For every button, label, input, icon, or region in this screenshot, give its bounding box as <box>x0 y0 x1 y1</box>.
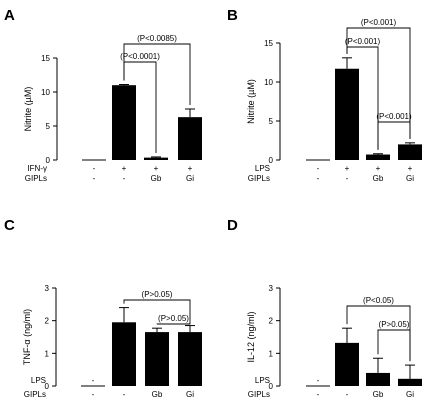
y-tick-label: 10 <box>264 78 273 87</box>
y-tick-label: 0 <box>46 156 51 165</box>
bar <box>335 342 359 386</box>
condition-value: Gb <box>373 390 384 399</box>
condition-row-label: GIPLs <box>248 390 270 399</box>
condition-value: + <box>122 376 127 385</box>
y-tick-label: 1 <box>45 349 50 358</box>
y-axis-label: TNF-α (ng/ml) <box>22 309 32 365</box>
condition-value: + <box>408 376 413 385</box>
panel-label: A <box>4 7 15 24</box>
condition-value: - <box>346 390 349 399</box>
panel-d: D 0 1 2 3 IL-12 (ng/ml) LPS - + + + GIPLs - - Gb Gi (P<0… <box>227 217 422 399</box>
bar <box>335 68 359 160</box>
condition-value: + <box>188 164 193 173</box>
y-tick-label: 3 <box>269 284 274 293</box>
condition-value: Gi <box>186 390 194 399</box>
significance-bracket <box>377 329 411 362</box>
condition-row-label: GIPLs <box>24 390 46 399</box>
bar <box>178 117 202 160</box>
significance-bracket <box>377 121 411 150</box>
condition-value: - <box>317 174 320 183</box>
significance-bracket <box>346 27 411 139</box>
panel-label: C <box>4 217 15 234</box>
condition-row-label: LPS <box>255 376 270 385</box>
condition-value: + <box>408 164 413 173</box>
bar <box>112 85 136 160</box>
significance-label: (P<0.0001) <box>120 52 160 61</box>
condition-value: - <box>93 174 96 183</box>
bar <box>144 157 168 160</box>
bar <box>398 144 422 160</box>
y-tick-label: 5 <box>46 122 51 131</box>
condition-value: Gi <box>186 174 194 183</box>
condition-value: - <box>123 390 126 399</box>
condition-value: - <box>123 174 126 183</box>
condition-row-label: LPS <box>31 376 46 385</box>
significance-label: (P>0.05) <box>379 320 410 329</box>
condition-value: - <box>317 376 320 385</box>
condition-value: + <box>376 376 381 385</box>
bar <box>112 322 136 386</box>
significance-bracket <box>123 61 157 153</box>
condition-value: - <box>346 174 349 183</box>
y-axis-label: Nitrite (µM) <box>23 87 33 132</box>
bar <box>398 378 422 386</box>
condition-value: - <box>317 164 320 173</box>
panel-label: B <box>227 7 238 24</box>
condition-row-label: GIPLs <box>248 174 270 183</box>
y-tick-label: 1 <box>269 349 274 358</box>
condition-value: Gb <box>373 174 384 183</box>
significance-label: (P<0.05) <box>363 296 394 305</box>
bar <box>366 372 390 386</box>
condition-value: + <box>188 376 193 385</box>
condition-value: - <box>92 376 95 385</box>
y-tick-label: 2 <box>269 317 274 326</box>
y-tick-label: 0 <box>269 382 274 391</box>
significance-label: (P<0.001) <box>376 112 412 121</box>
condition-row-label: IFN-γ <box>27 164 47 173</box>
condition-row-label: LPS <box>255 164 270 173</box>
condition-value: + <box>154 164 159 173</box>
y-tick-label: 15 <box>41 54 50 63</box>
condition-row-label: GIPLs <box>25 174 47 183</box>
significance-bracket <box>123 299 191 322</box>
y-tick-label: 0 <box>269 156 274 165</box>
condition-value: + <box>376 164 381 173</box>
condition-value: + <box>345 164 350 173</box>
y-axis-label: IL-12 (ng/ml) <box>246 311 256 362</box>
significance-label: (P>0.05) <box>158 314 189 323</box>
y-tick-label: 3 <box>45 284 50 293</box>
condition-value: - <box>93 164 96 173</box>
bar <box>145 332 169 386</box>
condition-value: + <box>155 376 160 385</box>
y-tick-label: 0 <box>45 382 50 391</box>
significance-label: (P>0.05) <box>142 290 173 299</box>
panel-c: C 0 1 2 3 TNF-α (ng/ml) LPS - + + + GIPLs - - Gb Gi (P>0… <box>4 217 202 399</box>
y-tick-label: 10 <box>41 88 50 97</box>
significance-bracket <box>346 46 379 150</box>
panel-label: D <box>227 217 238 234</box>
condition-value: - <box>92 390 95 399</box>
significance-label: (P<0.001) <box>361 18 397 27</box>
y-axis-label: Nitrite (µM) <box>246 79 256 124</box>
condition-value: - <box>317 390 320 399</box>
y-tick-label: 2 <box>45 317 50 326</box>
condition-value: Gb <box>151 174 162 183</box>
condition-value: Gi <box>406 174 414 183</box>
significance-label: (P<0.0085) <box>137 34 177 43</box>
condition-value: Gb <box>152 390 163 399</box>
condition-value: Gi <box>406 390 414 399</box>
condition-value: + <box>122 164 127 173</box>
condition-value: + <box>345 376 350 385</box>
y-tick-label: 5 <box>269 117 274 126</box>
bar <box>178 332 202 386</box>
bar <box>366 154 390 160</box>
significance-bracket <box>156 321 191 325</box>
y-tick-label: 15 <box>264 39 273 48</box>
significance-label: (P<0.001) <box>345 37 381 46</box>
